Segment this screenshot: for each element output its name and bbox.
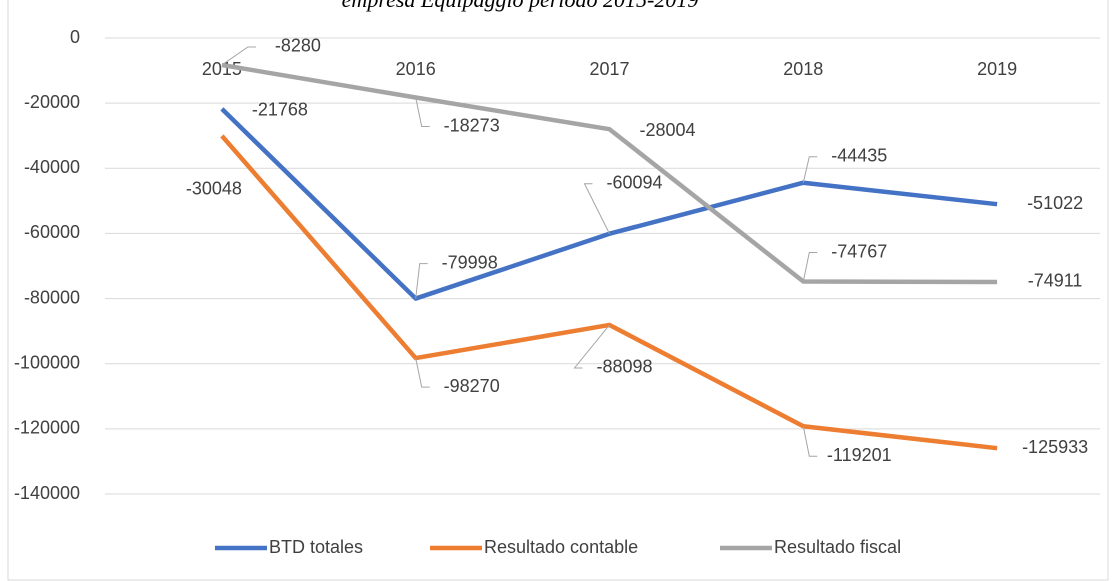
y-tick-label: -40000	[24, 157, 80, 177]
data-label: -51022	[1027, 193, 1083, 213]
y-tick-label: -20000	[24, 92, 80, 112]
leader-line	[415, 263, 428, 299]
data-label: -125933	[1022, 437, 1088, 457]
data-label: -30048	[186, 179, 242, 199]
leader-line	[573, 324, 610, 369]
data-label: -8280	[275, 36, 321, 56]
data-label: -119201	[827, 445, 892, 465]
x-tick-label: 2015	[202, 59, 242, 79]
chart-border	[7, 0, 1109, 581]
data-label: -21768	[252, 100, 308, 120]
leader-line	[802, 156, 818, 183]
y-tick-label: 0	[70, 27, 80, 47]
legend-label: BTD totales	[269, 537, 363, 557]
data-label: -44435	[831, 145, 887, 165]
y-tick-label: -120000	[14, 418, 80, 438]
x-tick-label: 2016	[396, 59, 436, 79]
y-tick-label: -140000	[14, 483, 80, 503]
data-label: -88098	[596, 357, 652, 377]
y-tick-label: -100000	[14, 352, 80, 372]
data-label: -60094	[606, 172, 662, 192]
x-tick-label: 2017	[589, 59, 629, 79]
leader-line	[415, 97, 430, 128]
leader-line	[583, 183, 610, 234]
data-label: -74767	[831, 241, 887, 261]
leader-line	[802, 426, 818, 457]
data-label: -74911	[1028, 271, 1083, 291]
leader-line	[415, 357, 430, 388]
data-label: -79998	[442, 252, 498, 272]
data-label: -98270	[444, 376, 500, 396]
y-tick-label: -80000	[24, 287, 80, 307]
data-label: -28004	[639, 120, 695, 140]
chart-title: empresa Equipaggio período 2015-2019	[342, 0, 699, 12]
data-label: -18273	[444, 115, 500, 135]
y-tick-label: -60000	[24, 222, 80, 242]
x-tick-label: 2019	[977, 59, 1017, 79]
leader-line	[221, 46, 256, 66]
leader-line	[802, 252, 818, 282]
legend-label: Resultado contable	[484, 537, 638, 557]
series-line	[221, 62, 998, 285]
x-tick-label: 2018	[783, 59, 823, 79]
legend-label: Resultado fiscal	[774, 537, 901, 557]
